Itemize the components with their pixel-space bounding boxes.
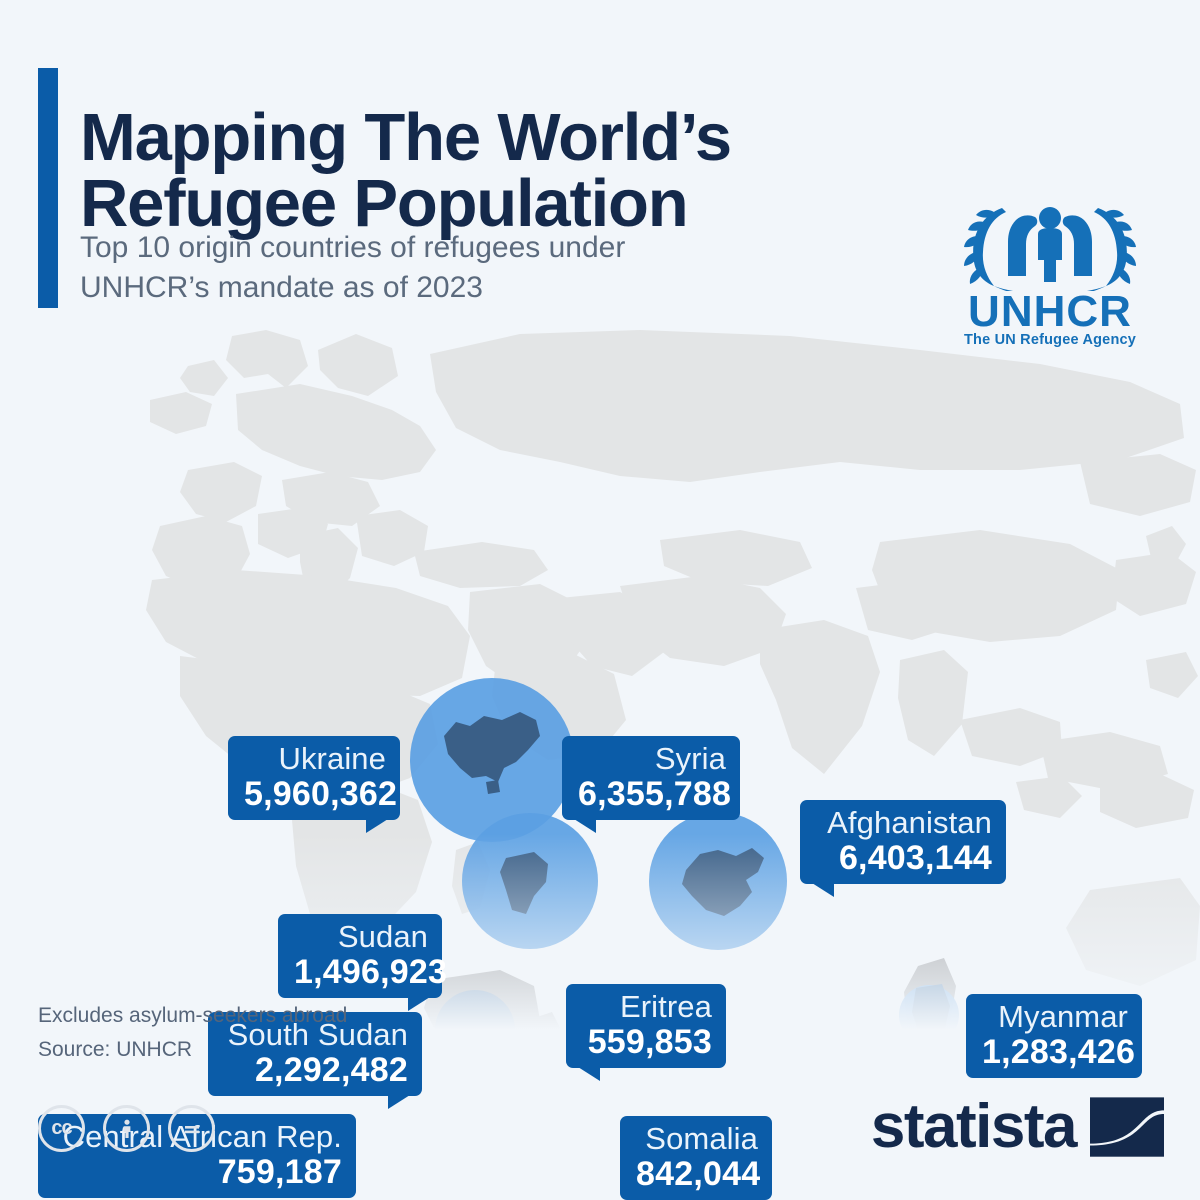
unhcr-logo: UNHCR The UN Refugee Agency: [950, 186, 1150, 366]
callout-value: 759,187: [217, 1153, 342, 1191]
callout-country-name: Eritrea: [619, 989, 712, 1024]
callout-country-name: Syria: [654, 741, 726, 776]
callout-afghanistan[interactable]: Afghanistan 6,403,144: [800, 800, 1006, 897]
callout-pointer: [388, 1095, 410, 1109]
callout-pointer: [578, 1067, 600, 1081]
callout-value: 842,044: [636, 1155, 761, 1193]
cc-nd-equals-icon[interactable]: [168, 1105, 215, 1152]
callout-value: 1,283,426: [982, 1033, 1136, 1071]
callout-value: 6,403,144: [838, 839, 992, 877]
callout-south-sudan[interactable]: South Sudan 2,292,482: [208, 1012, 422, 1109]
statista-logo[interactable]: statista: [871, 1096, 1164, 1158]
unhcr-emblem-icon: [964, 207, 1136, 298]
title-line-1: Mapping The World’s: [80, 99, 732, 175]
cc-by-person-icon[interactable]: [103, 1105, 150, 1152]
callout-value: 2,292,482: [254, 1051, 408, 1089]
callout-sudan[interactable]: Sudan 1,496,923: [278, 914, 448, 1011]
footnote-source: Source: UNHCR: [38, 1038, 193, 1061]
callout-syria[interactable]: Syria 6,355,788: [562, 736, 740, 833]
creative-commons-badges: cc: [38, 1105, 215, 1152]
callout-value: 559,853: [587, 1023, 712, 1061]
callout-country-name: Ukraine: [278, 741, 386, 776]
callout-somalia[interactable]: Somalia 842,044: [620, 1116, 772, 1200]
subtitle-line-1: Top 10 origin countries of refugees unde…: [80, 231, 626, 264]
statista-wordmark: statista: [870, 1092, 1078, 1161]
world-map: [0, 330, 1200, 1030]
callout-country-name: South Sudan: [227, 1017, 408, 1052]
callout-value: 5,960,362: [244, 775, 398, 813]
statista-mark-icon: [1090, 1097, 1164, 1157]
callout-value: 6,355,788: [578, 775, 732, 813]
callout-country-name: Afghanistan: [827, 805, 992, 840]
callout-myanmar[interactable]: Myanmar 1,283,426: [966, 994, 1142, 1078]
callout-country-name: Myanmar: [998, 999, 1128, 1034]
callout-country-name: Sudan: [337, 919, 428, 954]
callout-eritrea[interactable]: Eritrea 559,853: [566, 984, 726, 1081]
unhcr-wordmark: UNHCR: [968, 287, 1132, 336]
callout-pointer: [408, 997, 430, 1011]
page-subtitle: Top 10 origin countries of refugees unde…: [80, 228, 880, 308]
equals-icon: [184, 1125, 199, 1133]
page-title: Mapping The World’s Refugee Population: [80, 104, 940, 241]
callout-ukraine[interactable]: Ukraine 5,960,362: [228, 736, 400, 833]
callout-pointer: [366, 819, 388, 833]
unhcr-tagline: The UN Refugee Agency: [963, 332, 1137, 348]
title-line-2: Refugee Population: [80, 165, 689, 241]
subtitle-line-2: UNHCR’s mandate as of 2023: [80, 270, 483, 304]
callout-value: 1,496,923: [294, 953, 448, 991]
footnote-exclusion: Excludes asylum-seekers abroad: [38, 1004, 348, 1027]
title-accent-bar: [38, 68, 58, 308]
callout-pointer: [574, 819, 596, 833]
cc-label: cc: [51, 1117, 72, 1139]
cc-icon[interactable]: cc: [38, 1105, 85, 1152]
callout-country-name: Somalia: [645, 1121, 758, 1156]
person-icon: [123, 1119, 130, 1138]
callout-pointer: [812, 883, 834, 897]
